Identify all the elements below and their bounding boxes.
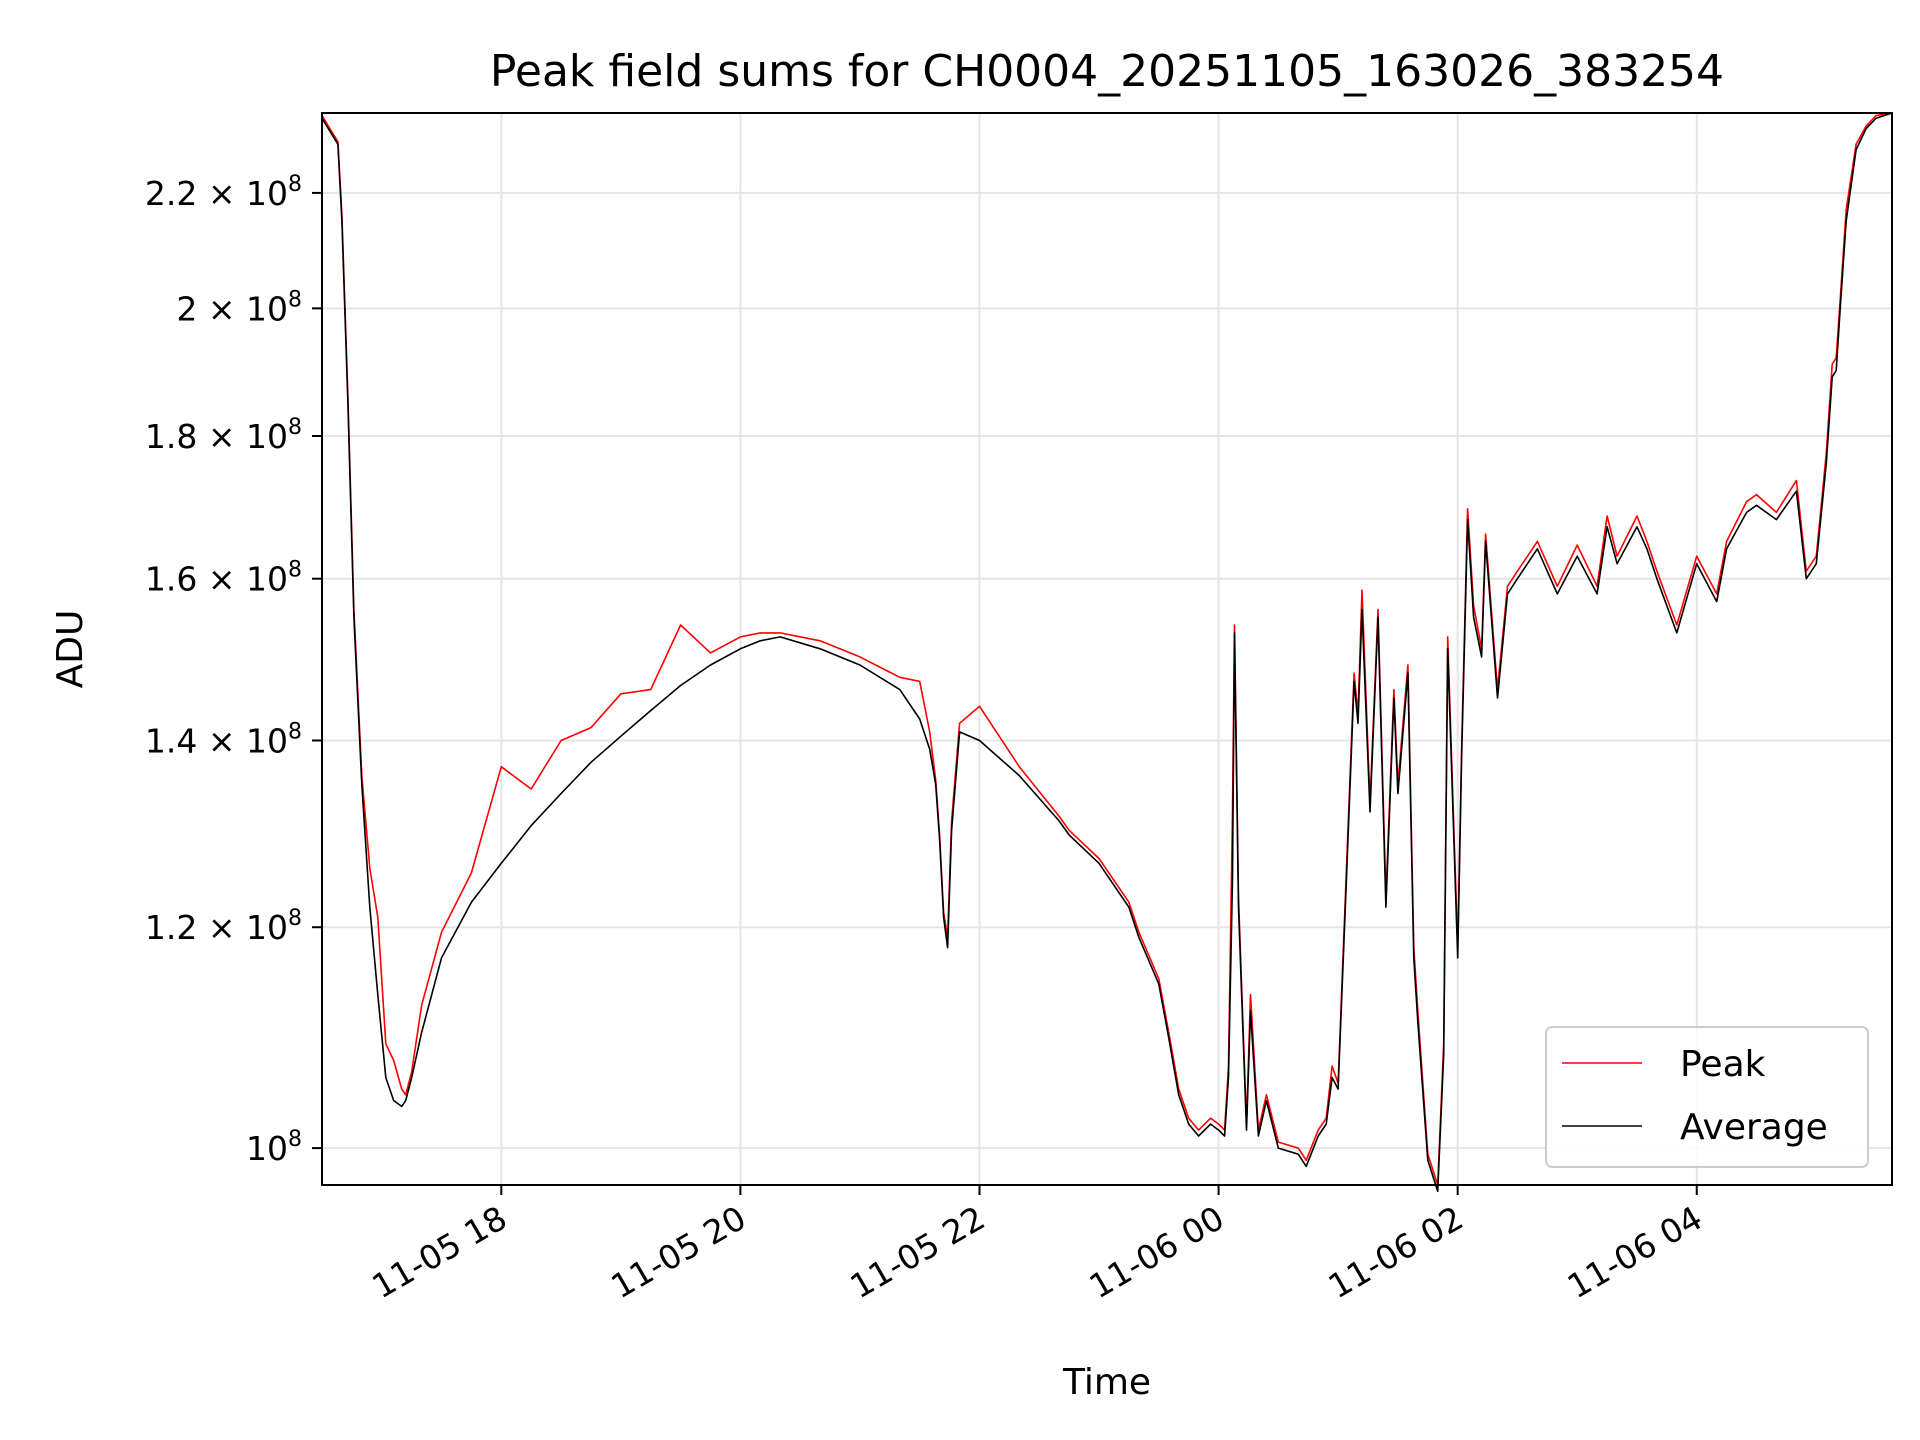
y-tick-label: 1.6 × 108 bbox=[145, 558, 302, 599]
y-tick-label: 1.8 × 108 bbox=[145, 415, 302, 456]
series-line-peak bbox=[321, 112, 1893, 1186]
y-tick-label: 1.2 × 108 bbox=[145, 906, 302, 947]
x-axis-label: Time bbox=[1062, 1362, 1151, 1403]
y-axis-label: ADU bbox=[50, 610, 91, 689]
plot-frame bbox=[321, 112, 1893, 1186]
legend: Peak Average bbox=[1545, 1026, 1869, 1168]
chart-title: Peak field sums for CH0004_20251105_1630… bbox=[490, 46, 1724, 97]
legend-box bbox=[1545, 1026, 1869, 1168]
series-line-average bbox=[321, 112, 1893, 1193]
y-tick-label: 1.4 × 108 bbox=[145, 719, 302, 760]
y-axis: 108 1.2 × 108 1.4 × 108 1.6 × 108 1.8 × 108 2… bbox=[145, 172, 322, 1168]
y-tick-label: 2.2 × 108 bbox=[145, 172, 302, 213]
series-layer bbox=[321, 112, 1893, 1193]
y-tick-label: 2 × 108 bbox=[176, 287, 302, 328]
legend-label-peak: Peak bbox=[1680, 1044, 1766, 1085]
y-tick-label: 108 bbox=[246, 1127, 302, 1168]
legend-label-average: Average bbox=[1680, 1107, 1828, 1148]
